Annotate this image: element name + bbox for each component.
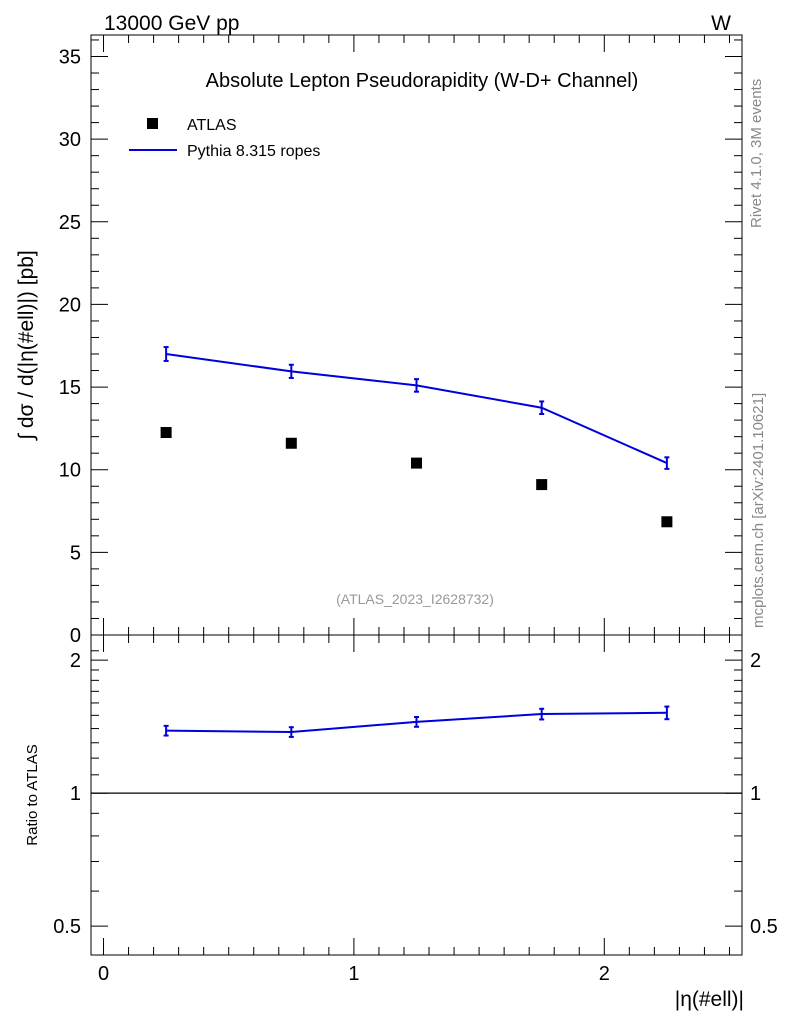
ratio-y-tick-label-left: 0.5 — [53, 916, 81, 938]
ratio-y-tick-label-right: 2 — [750, 650, 761, 672]
ratio-y-tick-label-right: 0.5 — [750, 916, 778, 938]
energy-label: 13000 GeV pp — [104, 12, 239, 35]
ratio-frame — [90, 634, 743, 956]
rivet-label: Rivet 4.1.0, 3M events — [748, 79, 765, 228]
x-tick-labels: 0 1 2 — [98, 963, 610, 985]
chart-title: Absolute Lepton Pseudorapidity (W-D+ Cha… — [206, 70, 639, 92]
mcplots-label: mcplots.cern.ch [arXiv:2401.10621] — [750, 393, 767, 628]
atlas-point — [661, 516, 673, 528]
x-tick-label: 0 — [98, 963, 109, 985]
x-tick-label: 1 — [348, 963, 359, 985]
y-tick-label: 20 — [59, 294, 81, 316]
atlas-point — [160, 427, 172, 439]
legend: ATLAS Pythia 8.315 ropes — [129, 117, 320, 160]
y-tick-label: 5 — [70, 542, 81, 564]
main-ticks — [91, 35, 742, 636]
ratio-ticks — [91, 635, 742, 955]
legend-pythia-label: Pythia 8.315 ropes — [187, 143, 320, 160]
process-label: W — [711, 12, 731, 35]
atlas-point — [285, 437, 297, 449]
x-tick-label: 2 — [599, 963, 610, 985]
atlas-point — [411, 457, 422, 469]
main-y-tick-labels: 0 5 10 15 20 25 30 35 — [59, 46, 81, 647]
legend-atlas-marker — [147, 118, 158, 129]
y-tick-label: 0 — [70, 625, 81, 647]
y-tick-label: 30 — [59, 129, 81, 151]
ratio-data — [91, 705, 742, 794]
main-data — [160, 346, 673, 528]
y-tick-label: 35 — [59, 46, 81, 68]
main-panel: 0 5 10 15 20 25 30 35 Absolute Lepton Pseudorap… — [15, 34, 743, 647]
y-tick-label: 15 — [59, 377, 81, 399]
ratio-y-tick-label-left: 1 — [70, 783, 81, 805]
ratio-panel: 0.5 0.5 1 1 2 2 0 1 2 Ratio to ATLAS |η(#ell)| — [24, 634, 778, 1011]
legend-atlas-label: ATLAS — [187, 117, 237, 134]
ratio-y-tick-label-left: 2 — [70, 650, 81, 672]
analysis-watermark: (ATLAS_2023_I2628732) — [336, 591, 494, 607]
ratio-y-tick-label-right: 1 — [750, 783, 761, 805]
y-axis-label: ∫ dσ / d(|η(#ell)|) [pb] — [15, 250, 38, 441]
y-tick-label: 25 — [59, 212, 81, 234]
x-axis-label: |η(#ell)| — [675, 988, 744, 1011]
atlas-point — [536, 479, 548, 491]
pythia-line — [165, 353, 668, 465]
y-tick-label: 10 — [59, 460, 81, 482]
ratio-y-tick-labels: 0.5 0.5 1 1 2 2 — [53, 650, 778, 938]
ratio-y-axis-label: Ratio to ATLAS — [24, 744, 41, 845]
